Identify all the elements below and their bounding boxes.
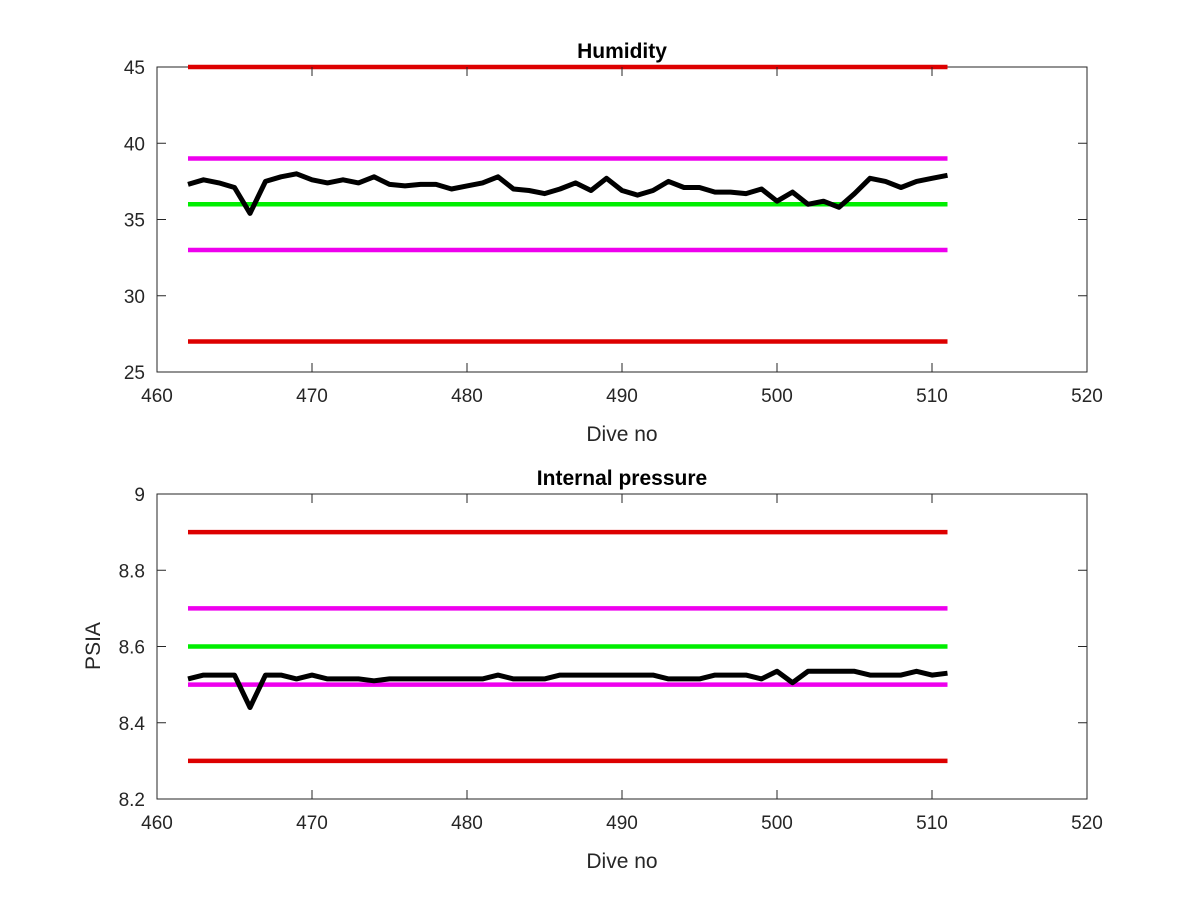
internal-pressure-y-tick-label: 8.4 [119,714,146,735]
humidity-data-line [187,171,948,216]
humidity-series-layer [187,64,948,344]
humidity-x-tick-label: 520 [1071,386,1103,407]
internal-pressure-y-tick-label: 9 [134,485,145,506]
humidity-ticks-layer: 460 470 480 490 500 510 520 25 30 35 40 45 [124,58,1103,407]
internal-pressure-x-tick-label: 520 [1071,813,1103,834]
internal-pressure-x-tick-label: 460 [141,813,173,834]
humidity-chart-title: Humidity [577,40,667,63]
internal-pressure-chart-title: Internal pressure [537,467,707,490]
internal-pressure-y-axis-label: PSIA [82,622,105,670]
internal-pressure-x-tick-label: 490 [606,813,638,834]
internal-pressure-x-tick-label: 500 [761,813,793,834]
humidity-x-tick-label: 500 [761,386,793,407]
humidity-x-tick-label: 510 [916,386,948,407]
humidity-x-tick-label: 470 [296,386,328,407]
humidity-x-tick-label: 460 [141,386,173,407]
humidity-panel: 460 470 480 490 500 510 520 25 30 35 40 45 Humidity… [124,40,1103,446]
internal-pressure-y-tick-label: 8.6 [119,638,145,659]
internal-pressure-data-line [187,668,948,710]
humidity-y-tick-label: 30 [124,287,145,308]
internal-pressure-y-tick-label: 8.8 [119,561,145,582]
humidity-plot-area [156,66,1088,373]
humidity-y-tick-label: 40 [124,134,145,155]
internal-pressure-x-tick-label: 470 [296,813,328,834]
humidity-x-axis-label: Dive no [586,423,657,446]
humidity-x-tick-label: 490 [606,386,638,407]
humidity-y-tick-label: 25 [124,363,145,384]
internal-pressure-x-tick-label: 480 [451,813,483,834]
humidity-y-tick-label: 45 [124,58,145,79]
humidity-x-tick-label: 480 [451,386,483,407]
internal-pressure-x-axis-label: Dive no [586,850,657,873]
internal-pressure-y-tick-label: 8.2 [119,790,145,811]
internal-pressure-x-tick-label: 510 [916,813,948,834]
humidity-y-tick-label: 35 [124,211,145,232]
internal-pressure-series-layer [187,529,948,764]
internal-pressure-ticks-layer: 460 470 480 490 500 510 520 8.2 8.4 8.6 8.8 9 [119,485,1103,834]
internal-pressure-panel: 460 470 480 490 500 510 520 8.2 8.4 8.6 8.8 9 Inter… [82,467,1103,873]
